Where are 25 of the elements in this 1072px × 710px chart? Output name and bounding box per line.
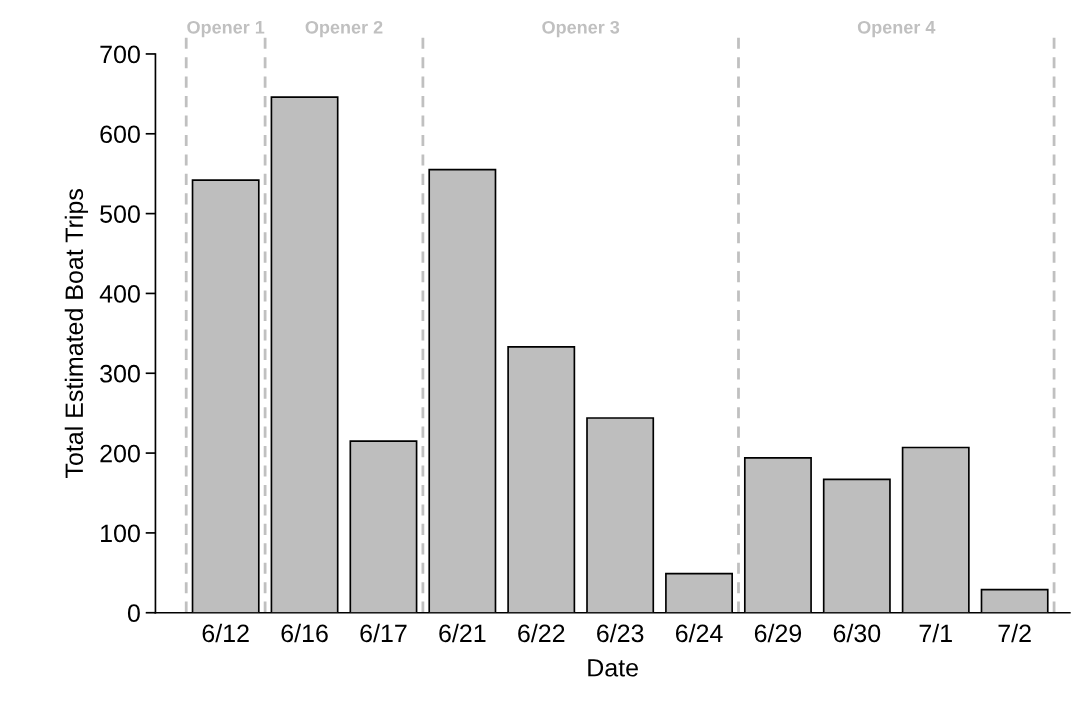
x-tick-label: 6/24 [675,623,723,643]
x-tick-label: 6/30 [833,623,881,643]
text: Opener 3 [542,20,620,38]
text: Opener 2 [305,20,383,38]
x-tick-label: 6/29 [754,623,802,643]
y-tick-label: 300 [100,364,140,383]
y-axis-title: Total Estimated Boat Trips [64,189,89,478]
x-axis-title: Date [588,659,638,677]
y-tick-label: 100 [101,524,140,543]
x-tick-label: 6/12 [202,623,249,643]
y-tick-label: 600 [100,125,140,144]
text: Opener 4 [857,20,936,38]
text: Opener 1 [187,20,265,38]
x-tick-label: 6/21 [439,623,486,643]
y-tick-label: 200 [100,444,140,463]
x-tick-label: 6/17 [360,623,407,643]
y-tick-label: 700 [100,45,140,64]
x-tick-label: 6/23 [597,623,644,643]
x-tick-label: 7/2 [998,623,1031,643]
x-tick-label: 6/22 [518,623,565,643]
y-tick-label: 0 [127,604,140,623]
y-tick-label: 500 [100,205,140,223]
x-tick-label: 7/1 [919,623,952,643]
x-tick-label: 6/16 [281,623,328,643]
y-tick-label: 400 [99,285,140,303]
